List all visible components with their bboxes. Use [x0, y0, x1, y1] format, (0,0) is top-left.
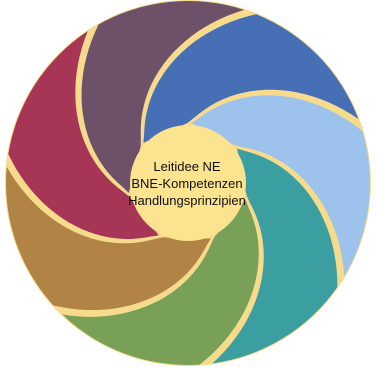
swirl-segment-5	[5, 166, 211, 311]
center-line-1: Leitidee NE	[153, 159, 221, 174]
swirl-segment-2	[191, 95, 371, 277]
center-line-2: BNE-Kompetenzen	[131, 176, 243, 191]
center-line-3: Handlungsprinzipien	[128, 193, 246, 208]
swirl-segment-1	[143, 14, 359, 143]
swirl-segment-4	[62, 199, 259, 366]
swirl-segment-6	[8, 31, 159, 239]
swirl-segments	[5, 1, 371, 366]
swirl-segment-3	[212, 148, 338, 364]
center-label: Leitidee NE BNE-Kompetenzen Handlungspri…	[112, 158, 262, 209]
center-disc	[130, 125, 246, 241]
swirl-segment-7	[81, 1, 245, 193]
